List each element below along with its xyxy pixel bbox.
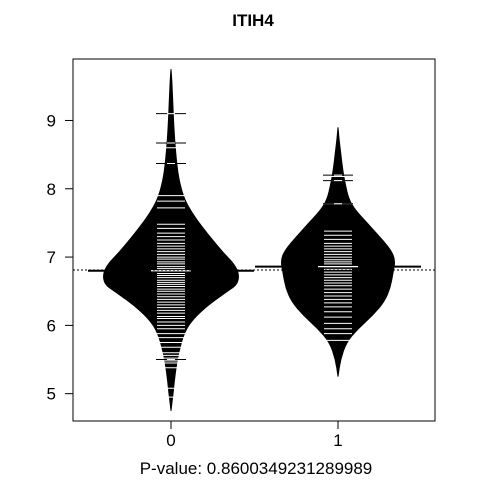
x-tick-label: 0 bbox=[166, 431, 175, 450]
y-tick-label: 5 bbox=[47, 385, 56, 404]
y-tick-label: 8 bbox=[47, 180, 56, 199]
x-tick-label: 1 bbox=[333, 431, 342, 450]
y-tick-label: 9 bbox=[47, 111, 56, 130]
y-tick-label: 7 bbox=[47, 248, 56, 267]
y-tick-label: 6 bbox=[47, 316, 56, 335]
bean-layer bbox=[88, 69, 421, 411]
chart-title: ITIH4 bbox=[232, 11, 274, 30]
y-axis: 5 6 7 8 9 bbox=[47, 111, 73, 404]
bean-group-0 bbox=[88, 69, 254, 411]
bean-group-1 bbox=[255, 127, 421, 377]
plot-frame bbox=[72, 58, 436, 422]
x-axis-label: P-value: 0.8600349231289989 bbox=[140, 459, 373, 478]
